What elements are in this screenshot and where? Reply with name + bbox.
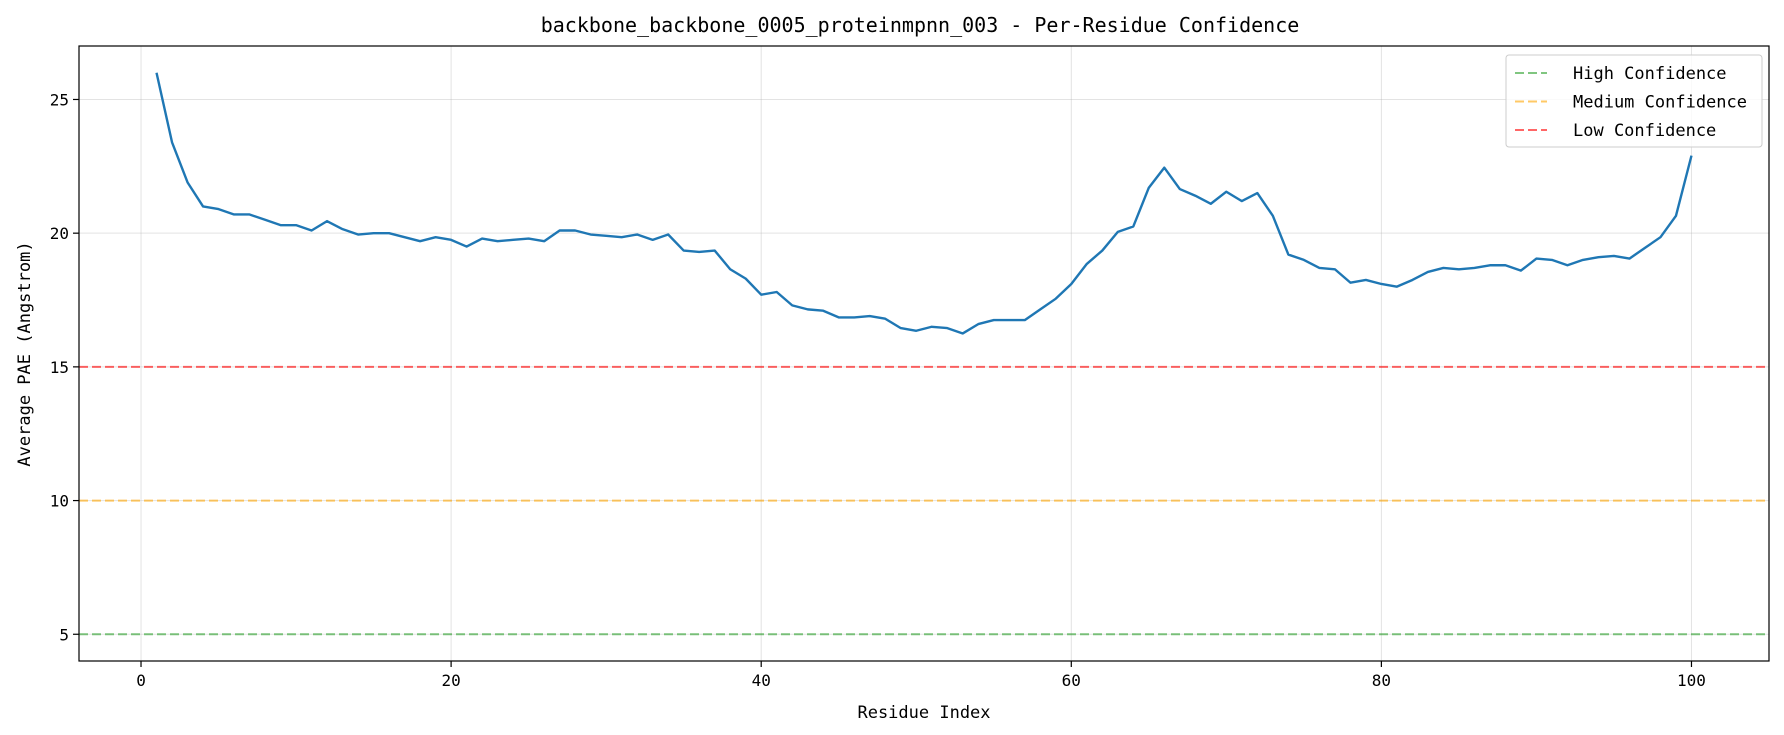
y-tick-label: 15 (50, 358, 69, 377)
x-tick-label: 60 (1062, 671, 1081, 690)
x-axis-ticks: 0 20 40 60 80 100 (136, 661, 1706, 690)
y-axis-label: Average PAE (Angstrom) (15, 241, 35, 466)
y-tick-label: 10 (50, 492, 69, 511)
x-tick-label: 20 (441, 671, 460, 690)
plot-frame (78, 45, 1770, 662)
legend-label: Low Confidence (1573, 121, 1716, 141)
legend-label: Medium Confidence (1573, 93, 1747, 113)
x-axis-label: Residue Index (857, 703, 990, 723)
legend-label: High Confidence (1573, 64, 1727, 84)
x-tick-label: 100 (1677, 671, 1706, 690)
series-group (155, 72, 1693, 335)
y-tick-label: 5 (59, 625, 69, 644)
x-tick-label: 80 (1372, 671, 1391, 690)
y-axis-ticks: 5 10 15 20 25 (50, 90, 79, 644)
legend: High Confidence Medium Confidence Low Conf… (1505, 54, 1763, 148)
pae-series-line (155, 72, 1693, 335)
y-tick-label: 25 (50, 90, 69, 109)
x-tick-label: 0 (136, 671, 146, 690)
legend-box (1505, 54, 1763, 148)
reference-lines (79, 365, 1769, 636)
x-tick-label: 40 (752, 671, 771, 690)
y-tick-label: 20 (50, 224, 69, 243)
chart-title: backbone_backbone_0005_proteinmpnn_003 -… (541, 13, 1300, 37)
